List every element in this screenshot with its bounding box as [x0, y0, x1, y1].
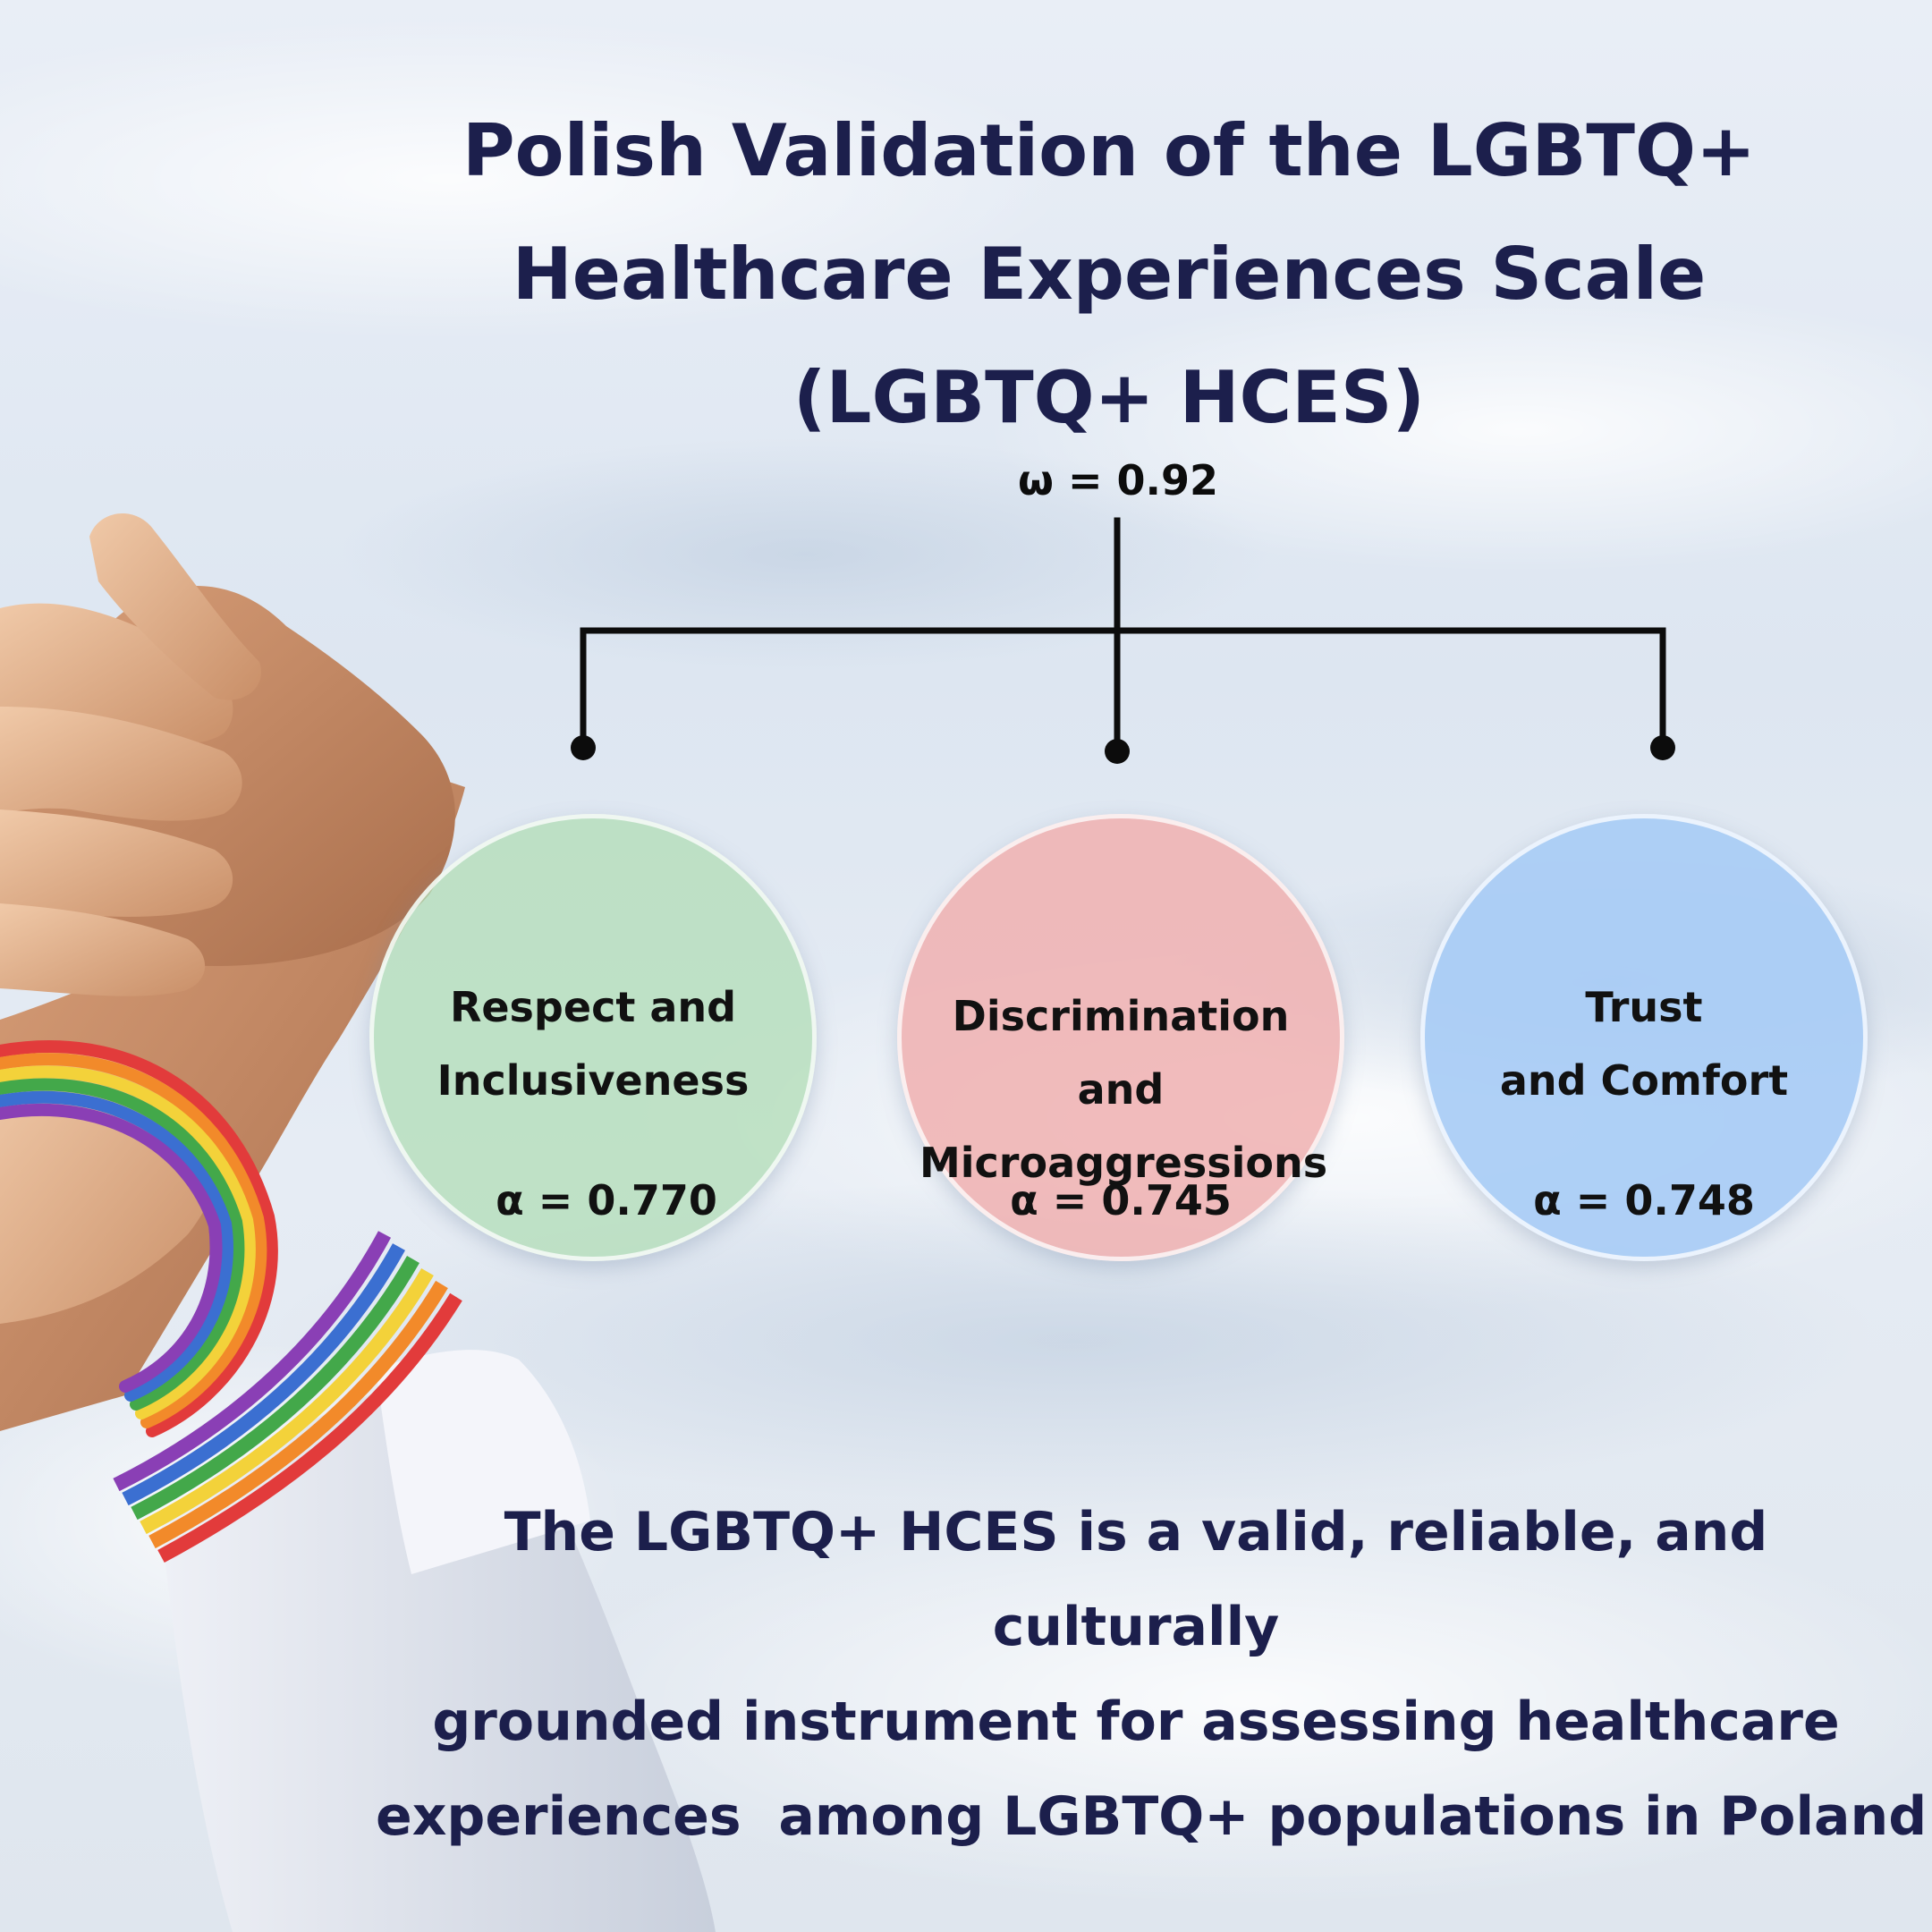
factor-label-line: Trust [1585, 983, 1703, 1031]
fingers-shape [0, 809, 233, 917]
factor-alpha: α = 0.745 [1010, 1176, 1232, 1224]
node-dot [571, 735, 596, 760]
factor-circle-discrimination: Discrimination and Microaggressions α = … [897, 814, 1344, 1261]
rainbow-bracelet-lower [113, 1231, 462, 1563]
fingers-shape [0, 707, 242, 821]
shirt-sleeve [161, 1360, 716, 1932]
factor-label-line: and Comfort [1499, 1056, 1789, 1105]
cloud-shape [984, 286, 1932, 572]
page-title: Polish Validation of the LGBTQ+ Healthca… [429, 89, 1789, 460]
cloud-shape [268, 1181, 1878, 1503]
fingers-shape [0, 903, 206, 996]
conclusion-line: experiences among LGBTQ+ populations in … [376, 1785, 1928, 1848]
title-line: (LGBTQ+ HCES) [792, 356, 1426, 439]
factor-circle-trust: Trust and Comfort α = 0.748 [1420, 814, 1868, 1261]
factor-circle-respect: Respect and Inclusiveness α = 0.770 [369, 814, 817, 1261]
node-dot [1105, 739, 1130, 764]
factor-alpha: α = 0.770 [496, 1176, 717, 1224]
title-line: Healthcare Experiences Scale [512, 233, 1707, 316]
fingers-shape [0, 603, 233, 744]
conclusion-line: The LGBTQ+ HCES is a valid, reliable, an… [504, 1501, 1768, 1658]
thumb-shape [89, 513, 261, 700]
factor-alpha: α = 0.748 [1533, 1176, 1755, 1224]
factor-label: Discrimination and Microaggressions [919, 979, 1328, 1199]
factor-label-line: Inclusiveness [436, 1056, 750, 1105]
node-dot [1650, 735, 1675, 760]
shirt-cuff [376, 1350, 590, 1574]
cloud-shape [340, 438, 1270, 671]
conclusion-line: grounded instrument for assessing health… [432, 1690, 1840, 1753]
rainbow-bracelet-upper [0, 1040, 278, 1437]
factor-label-line: Microaggressions [919, 1139, 1328, 1187]
cloud-shape [0, 18, 1073, 340]
title-line: Polish Validation of the LGBTQ+ [462, 109, 1757, 192]
cloud-shape [537, 1494, 1932, 1905]
factor-label-line: Respect and [449, 983, 737, 1031]
omega-value: ω = 0.92 [1017, 456, 1219, 504]
factor-label-line: Discrimination and [952, 992, 1290, 1114]
conclusion-text: The LGBTQ+ HCES is a valid, reliable, an… [376, 1485, 1928, 1864]
factor-label: Trust and Comfort [1443, 970, 1845, 1117]
factor-label: Respect and Inclusiveness [392, 970, 794, 1117]
